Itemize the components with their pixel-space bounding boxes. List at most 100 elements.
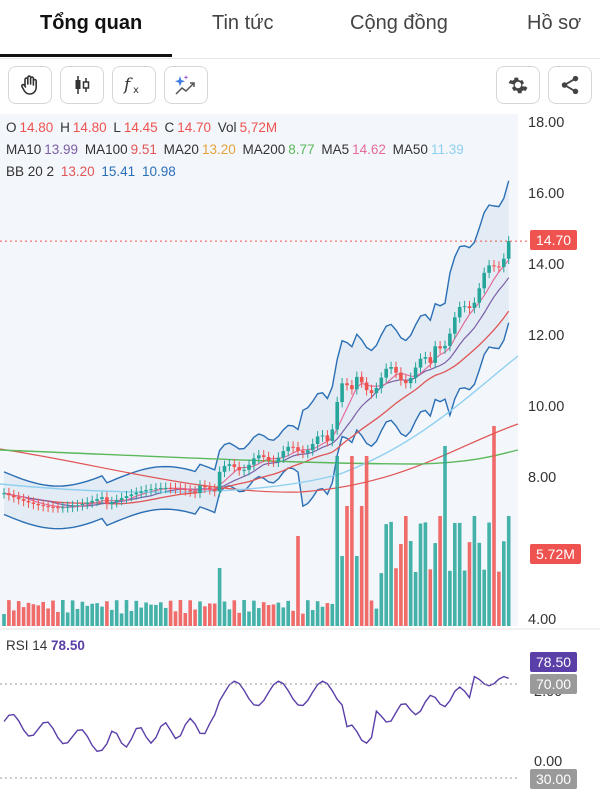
open-label: O xyxy=(6,120,17,135)
volume-bar xyxy=(306,600,310,626)
candle-body xyxy=(330,429,335,442)
candle-body xyxy=(16,497,21,500)
tab-profile[interactable]: Hồ sơ xyxy=(527,12,582,34)
candle-body xyxy=(237,466,241,471)
volume-bar xyxy=(472,516,477,626)
volume-bar xyxy=(291,610,295,626)
volume-bar xyxy=(90,603,94,626)
volume-bar xyxy=(453,523,457,626)
hand-tool-button[interactable] xyxy=(8,66,52,104)
candle-body xyxy=(492,265,496,267)
candle-body xyxy=(227,464,232,466)
candle-body xyxy=(506,241,511,259)
tab-news[interactable]: Tin tức xyxy=(212,12,274,34)
active-tab-indicator xyxy=(0,54,172,57)
candle-body xyxy=(325,435,330,442)
candle-body xyxy=(110,502,114,505)
ma100-value: 9.51 xyxy=(130,142,157,157)
volume-bar xyxy=(359,506,364,626)
candle-body xyxy=(408,377,413,384)
candle-body xyxy=(75,505,80,507)
ai-analysis-button[interactable] xyxy=(164,66,208,104)
candle-body xyxy=(350,385,354,390)
volume-bar xyxy=(70,600,75,626)
candle-body xyxy=(286,446,290,452)
candle-body xyxy=(168,487,173,489)
volume-bar xyxy=(252,600,256,626)
indicators-button[interactable]: f x xyxy=(112,66,156,104)
tab-community[interactable]: Cộng đồng xyxy=(350,12,448,34)
candle-body xyxy=(379,377,384,389)
candle-body xyxy=(389,367,393,369)
volume-bar xyxy=(129,610,134,626)
volume-bar xyxy=(355,556,359,626)
bb-mid-value: 13.20 xyxy=(60,164,95,179)
volume-bar xyxy=(296,536,300,626)
candle-body xyxy=(477,288,482,303)
volume-bar xyxy=(41,601,45,626)
candle-body xyxy=(119,498,124,501)
price-tick: 4.00 xyxy=(528,612,557,628)
candle-body xyxy=(448,333,452,346)
candle-body xyxy=(36,503,41,506)
volume-bar xyxy=(222,601,227,626)
ma50-value: 11.39 xyxy=(430,142,464,157)
volume-bar xyxy=(65,612,70,626)
candle-body xyxy=(487,265,491,273)
volume-bar xyxy=(114,600,119,626)
candle-body xyxy=(178,488,183,490)
candle-body xyxy=(335,402,339,430)
ma50-label: MA50 xyxy=(392,142,428,157)
candle-body xyxy=(394,367,398,373)
candle-body xyxy=(85,502,90,504)
bb-label: BB 20 2 xyxy=(6,164,55,179)
high-value: 14.80 xyxy=(72,120,107,135)
price-chart[interactable]: O 14.80 H 14.80 L 14.45 C 14.70 Vol 5,72M MA1… xyxy=(0,114,600,800)
gear-icon xyxy=(508,77,528,94)
volume-bar xyxy=(7,600,11,626)
low-value: 14.45 xyxy=(123,120,158,135)
candle-body xyxy=(149,489,153,491)
candle-body xyxy=(222,465,227,472)
candle-body xyxy=(163,487,168,489)
candle-body xyxy=(70,506,75,508)
volume-bar xyxy=(384,524,388,626)
volume-bar xyxy=(364,456,369,626)
volume-bar xyxy=(335,456,339,626)
candle-body xyxy=(399,372,403,381)
close-label: C xyxy=(164,120,175,135)
candle-type-button[interactable] xyxy=(60,66,104,104)
candle-body xyxy=(423,357,428,359)
candle-body xyxy=(374,388,379,394)
share-icon xyxy=(561,75,579,95)
price-pane-background xyxy=(0,114,518,626)
volume-bar xyxy=(178,600,183,626)
chart-canvas[interactable] xyxy=(0,114,600,800)
tab-overview[interactable]: Tổng quan xyxy=(40,12,143,34)
bb-lower-value: 10.98 xyxy=(141,164,176,179)
chart-toolbar: f x xyxy=(0,58,600,114)
candle-body xyxy=(359,376,364,383)
volume-badge: 5.72M xyxy=(530,544,581,564)
candle-body xyxy=(31,502,36,504)
bollinger-upper-line xyxy=(3,180,510,487)
candle-body xyxy=(310,444,315,451)
volume-bar xyxy=(438,516,442,626)
volume-bar xyxy=(12,610,16,626)
svg-text:x: x xyxy=(133,85,139,96)
candle-body xyxy=(418,358,423,368)
volume-bar xyxy=(168,600,173,626)
candle-body xyxy=(271,460,276,462)
volume-bar xyxy=(80,601,85,626)
candle-body xyxy=(281,451,286,458)
volume-bar xyxy=(61,600,65,626)
volume-bar xyxy=(457,522,462,626)
candle-body xyxy=(428,357,433,363)
volume-bar xyxy=(188,600,192,626)
share-button[interactable] xyxy=(548,66,592,104)
volume-bar xyxy=(320,606,325,626)
candle-body xyxy=(247,464,251,470)
candle-body xyxy=(95,499,99,501)
chart-settings-button[interactable] xyxy=(496,66,540,104)
candle-body xyxy=(217,471,222,492)
